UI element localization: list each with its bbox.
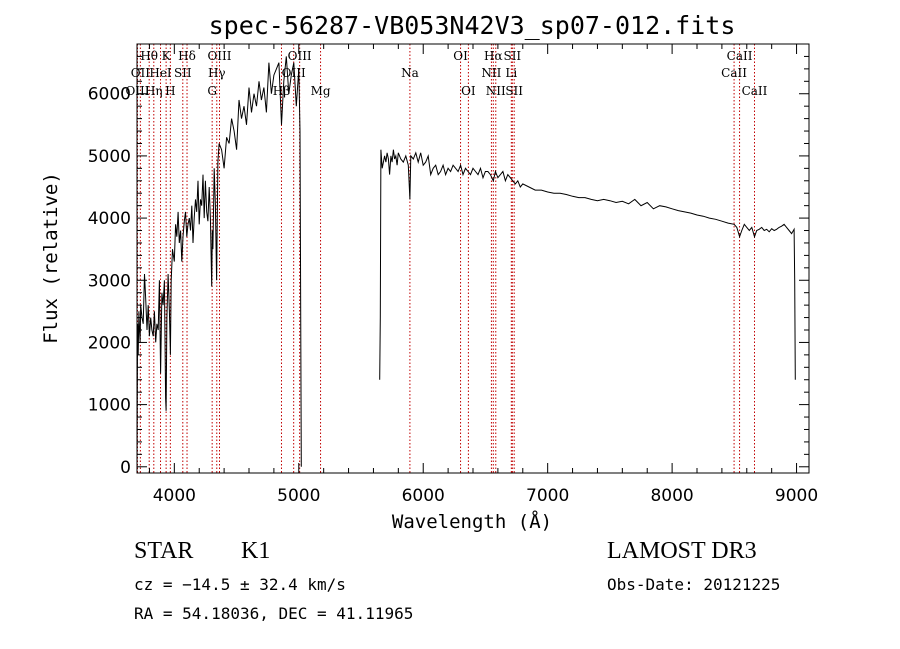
spectrum-line	[379, 149, 796, 380]
spectral-line-label: CaII	[727, 49, 753, 63]
x-tick-label: 7000	[526, 486, 569, 506]
y-tick-label: 6000	[88, 85, 131, 105]
spectral-line-label: OI	[453, 49, 468, 63]
spectral-line-label: Mg	[311, 84, 331, 98]
object-subclass: K1	[241, 538, 271, 564]
y-tick-label: 1000	[88, 396, 131, 416]
spectral-line-label: OIII	[125, 84, 149, 98]
spectral-line-label: OI	[461, 84, 476, 98]
spectral-line-label: Hη	[145, 84, 163, 98]
y-tick-label: 5000	[88, 147, 131, 167]
redshift-info: cz = −14.5 ± 32.4 km/s	[134, 575, 346, 594]
y-tick-label: 4000	[88, 209, 131, 229]
coordinates: RA = 54.18036, DEC = 41.11965	[134, 604, 414, 623]
x-axis: 4000 5000 6000 7000 8000 9000	[148, 44, 818, 506]
spectral-line-label: NII	[481, 66, 501, 80]
x-tick-label: 9000	[775, 486, 818, 506]
spectral-line-label: OIII	[288, 49, 312, 63]
y-tick-label: 2000	[88, 333, 131, 353]
survey-name: LAMOST DR3	[607, 538, 757, 564]
x-tick-label: 5000	[277, 486, 320, 506]
plot-frame	[136, 43, 810, 474]
x-tick-label: 6000	[402, 486, 445, 506]
spectral-line-label: NII	[486, 84, 506, 98]
spectral-line-label: Na	[401, 66, 419, 80]
spectral-line-label: OIII	[207, 49, 231, 63]
x-tick-label: 4000	[153, 486, 196, 506]
spectral-line-label: SII	[503, 49, 521, 63]
y-axis-label: Flux (relative)	[40, 172, 62, 344]
spectral-line-label: Hδ	[178, 49, 196, 63]
spectral-line-label: Hθ	[140, 49, 158, 63]
object-class: STAR	[134, 538, 194, 564]
spectral-line-label: Li	[505, 66, 517, 80]
spectral-line-labels: HθOIIOIIIHηHeIKHSIIHδGHγOIIIHβOIIIOIIIMg…	[125, 49, 767, 98]
spectral-line-label: SII	[505, 84, 523, 98]
spectral-line-label: Hγ	[208, 66, 226, 80]
chart-title: spec-56287-VB053N42V3_sp07-012.fits	[209, 11, 736, 40]
spectral-line-label: HeI	[149, 66, 172, 80]
spectral-line-label: CaII	[721, 66, 747, 80]
y-tick-label: 3000	[88, 271, 131, 291]
spectral-line-markers	[136, 44, 755, 473]
spectral-line-label: SII	[174, 66, 192, 80]
y-tick-label: 0	[120, 458, 131, 478]
spectral-line-label: K	[162, 49, 172, 63]
observation-date: Obs-Date: 20121225	[607, 575, 781, 594]
spectrum-series	[136, 56, 796, 467]
y-axis: 0 1000 2000 3000 4000 5000 6000	[88, 55, 809, 478]
x-tick-label: 8000	[650, 486, 693, 506]
spectral-line-label: H	[165, 84, 175, 98]
spectral-line-label: OII	[131, 66, 151, 80]
spectral-line-label: Hα	[484, 49, 503, 63]
spectral-line-label: Hβ	[273, 84, 290, 98]
spectral-line-label: CaII	[742, 84, 768, 98]
spectrum-line	[136, 56, 302, 467]
x-axis-label: Wavelength (Å)	[392, 510, 552, 533]
spectral-line-label: G	[207, 84, 217, 98]
